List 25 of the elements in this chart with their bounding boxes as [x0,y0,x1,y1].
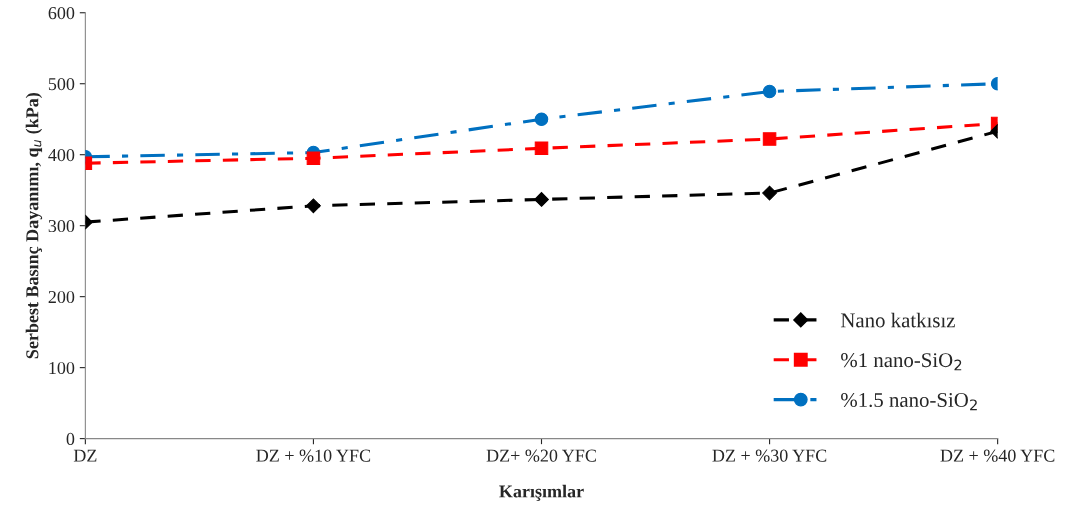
point [534,192,549,207]
y-axis-title: Serbest Basınç Dayanımı, q$_{u}$ (kPa) [25,93,43,359]
x-tick-label: DZ + %40 YFC [940,449,1055,462]
y-tick-label: 0 [66,432,75,446]
point [534,141,549,156]
x-tick-label: DZ [73,449,97,462]
x-axis-title: Karışımlar [499,484,584,502]
point [534,112,549,126]
point [762,132,777,146]
y-tick-label: 300 [48,219,75,233]
point [306,151,321,166]
y-tick-label: 600 [48,7,75,20]
legend-label: %1 nano-SiO$_{2}$ [841,353,962,371]
x-tick-label: DZ + %30 YFC [712,449,827,462]
point [306,198,321,214]
point [762,84,777,99]
legend-label: Nano katkısız [840,312,955,328]
x-tick-label: DZ+ %20 YFC [486,449,596,462]
x-tick-label: DZ + %10 YFC [256,449,371,462]
y-tick-label: 100 [49,361,75,375]
y-tick-label: 400 [48,148,75,162]
legend-label: %1.5 nano-SiO$_{2}$ [841,392,977,411]
y-tick-label: 200 [48,290,75,304]
point [762,185,777,201]
y-tick-label: 500 [48,77,75,91]
